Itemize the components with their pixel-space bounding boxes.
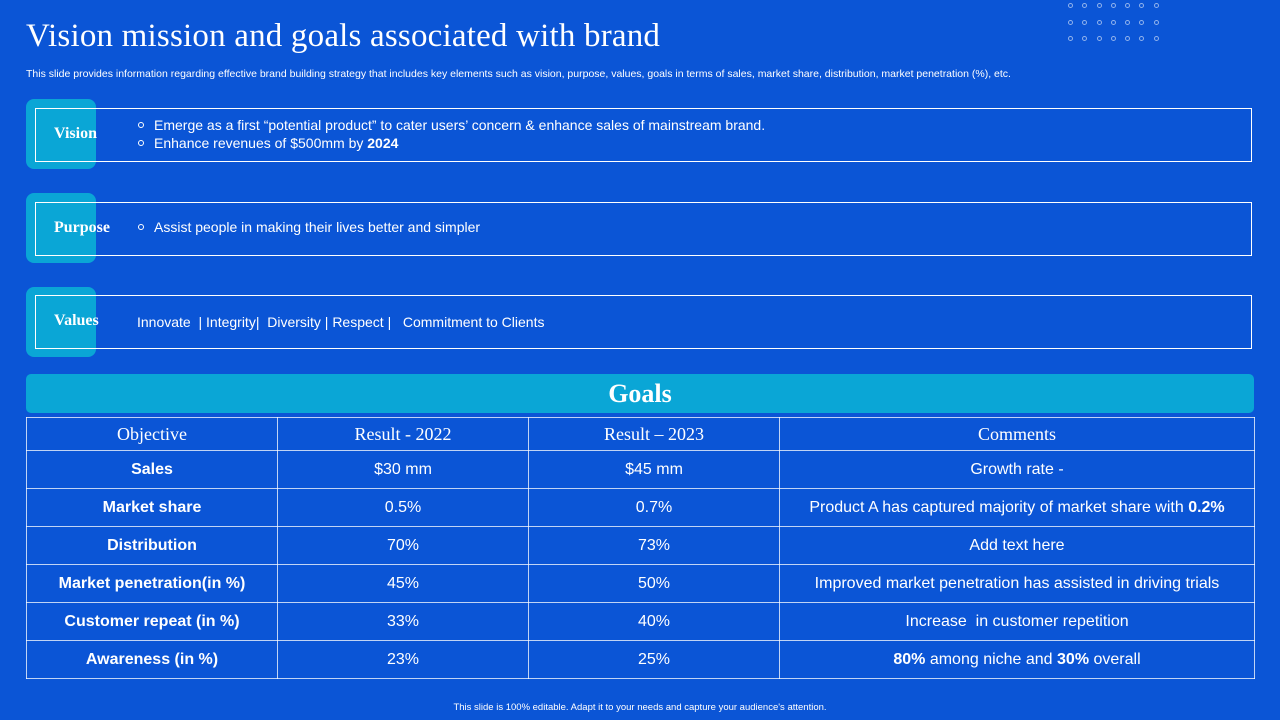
slide-title: Vision mission and goals associated with… xyxy=(26,18,661,54)
comment-cell: Growth rate - xyxy=(779,450,1255,489)
purpose-bullet-1: Assist people in making their lives bett… xyxy=(138,219,480,235)
result-2023-cell: 40% xyxy=(528,602,780,641)
comment-comment-bold2: 30% xyxy=(1057,650,1090,668)
values-tab-background xyxy=(26,287,96,357)
footer-note: This slide is 100% editable. Adapt it to… xyxy=(453,702,827,713)
decorative-dot-grid xyxy=(1068,3,1168,53)
decorative-dot xyxy=(1110,36,1116,42)
decorative-dot xyxy=(1096,36,1102,42)
bullet-circle-icon xyxy=(138,140,144,146)
slide-subtitle: This slide provides information regardin… xyxy=(26,68,1011,80)
decorative-dot xyxy=(1110,3,1116,8)
bullet-circle-icon xyxy=(138,224,144,230)
decorative-dot xyxy=(1082,19,1088,25)
purpose-label: Purpose xyxy=(54,219,110,236)
goals-table: Objective Result - 2022 Result – 2023 Co… xyxy=(26,417,1255,679)
values-label: Values xyxy=(54,312,99,329)
decorative-dot xyxy=(1068,19,1073,25)
purpose-tab-background xyxy=(26,193,96,263)
table-row: Market penetration(in %) 45% 50% Improved m… xyxy=(26,564,1255,603)
result-2023-cell: 50% xyxy=(528,564,780,603)
comment-cell: Product A has captured majority of marke… xyxy=(779,488,1255,527)
values-box xyxy=(35,295,1252,349)
decorative-dot xyxy=(1153,3,1159,8)
vision-bullet-2-year: 2024 xyxy=(367,135,399,151)
decorative-dot xyxy=(1068,3,1073,8)
table-row: Customer repeat (in %) 33% 40% Increase in … xyxy=(26,602,1255,641)
comment-comment-pre: Improved market penetration has assisted… xyxy=(814,574,1220,592)
decorative-dot xyxy=(1096,19,1102,25)
vision-box xyxy=(35,108,1252,162)
objective-cell: Distribution xyxy=(26,526,278,565)
decorative-dot xyxy=(1153,19,1159,25)
goals-banner: Goals xyxy=(26,374,1254,413)
decorative-dot xyxy=(1139,3,1145,8)
comment-comment-mid: among niche and xyxy=(925,650,1058,668)
result-2023-cell: 25% xyxy=(528,640,780,679)
comment-cell: Add text here xyxy=(779,526,1255,565)
result-2022-cell: 70% xyxy=(277,526,529,565)
header-objective: Objective xyxy=(26,417,278,451)
result-2022-cell: 45% xyxy=(277,564,529,603)
table-row: Market share 0.5% 0.7% Product A has captur… xyxy=(26,488,1255,527)
vision-bullet-1: Emerge as a first “potential product” to… xyxy=(138,117,765,133)
result-2023-cell: 0.7% xyxy=(528,488,780,527)
decorative-dot xyxy=(1082,3,1088,8)
decorative-dot xyxy=(1082,36,1088,42)
result-2022-cell: 33% xyxy=(277,602,529,641)
decorative-dot xyxy=(1139,36,1145,42)
comment-comment-pre: Product A has captured majority of marke… xyxy=(809,498,1189,516)
table-row: Awareness (in %) 23% 25% 80% among niche an… xyxy=(26,640,1255,679)
comment-comment-pre: Add text here xyxy=(969,536,1065,554)
decorative-dot xyxy=(1125,36,1131,42)
values-text: Innovate | Integrity| Diversity | Respec… xyxy=(137,314,545,330)
objective-cell: Market penetration(in %) xyxy=(26,564,278,603)
result-2022-cell: $30 mm xyxy=(277,450,529,489)
result-2023-cell: 73% xyxy=(528,526,780,565)
vision-label: Vision xyxy=(54,125,97,142)
comment-comment-bold: 0.2% xyxy=(1188,498,1225,516)
comment-comment-pre: Growth rate - xyxy=(970,460,1064,478)
purpose-bullet-1-text: Assist people in making their lives bett… xyxy=(154,219,481,235)
objective-cell: Awareness (in %) xyxy=(26,640,278,679)
comment-comment-pre: Increase in customer repetition xyxy=(905,612,1129,630)
objective-cell: Sales xyxy=(26,450,278,489)
vision-bullet-2: Enhance revenues of $500mm by 2024 xyxy=(138,135,398,151)
decorative-dot xyxy=(1153,36,1159,42)
purpose-box xyxy=(35,202,1252,256)
bullet-circle-icon xyxy=(138,122,144,128)
comment-cell: Increase in customer repetition xyxy=(779,602,1255,641)
decorative-dot xyxy=(1139,19,1145,25)
table-row: Sales $30 mm $45 mm Growth rate - xyxy=(26,450,1255,489)
comment-comment-bold: 80% xyxy=(893,650,926,668)
comment-comment-post: overall xyxy=(1089,650,1141,668)
header-result-2022: Result - 2022 xyxy=(277,417,529,451)
decorative-dot xyxy=(1068,36,1073,42)
header-comments: Comments xyxy=(779,417,1255,451)
objective-cell: Customer repeat (in %) xyxy=(26,602,278,641)
comment-cell: 80% among niche and 30% overall xyxy=(779,640,1255,679)
comment-cell: Improved market penetration has assisted… xyxy=(779,564,1255,603)
decorative-dot xyxy=(1110,19,1116,25)
vision-bullet-2-text: Enhance revenues of $500mm by xyxy=(154,135,368,151)
decorative-dot xyxy=(1125,3,1131,8)
vision-bullet-1-text: Emerge as a first “potential product” to… xyxy=(154,117,766,133)
result-2023-cell: $45 mm xyxy=(528,450,780,489)
goals-table-header-row: Objective Result - 2022 Result – 2023 Co… xyxy=(26,417,1255,451)
result-2022-cell: 23% xyxy=(277,640,529,679)
result-2022-cell: 0.5% xyxy=(277,488,529,527)
vision-tab-background xyxy=(26,99,96,169)
objective-cell: Market share xyxy=(26,488,278,527)
table-row: Distribution 70% 73% Add text here xyxy=(26,526,1255,565)
header-result-2023: Result – 2023 xyxy=(528,417,780,451)
decorative-dot xyxy=(1125,19,1131,25)
decorative-dot xyxy=(1096,3,1102,8)
